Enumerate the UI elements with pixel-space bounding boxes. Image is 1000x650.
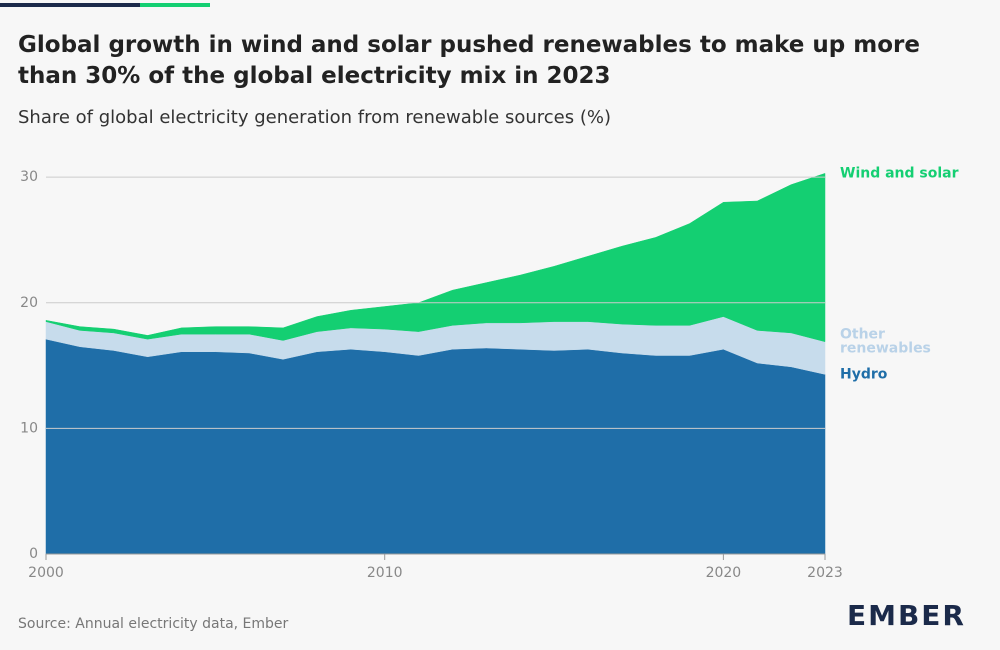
y-tick-label: 0 <box>29 546 38 562</box>
y-tick-label: 10 <box>20 420 38 436</box>
brand-logo: EMBER <box>847 599 966 632</box>
chart-subtitle: Share of global electricity generation f… <box>18 107 611 128</box>
legend-label: Hydro <box>840 366 888 382</box>
x-tick-label: 2020 <box>706 565 742 581</box>
x-tick-label: 2000 <box>28 565 64 581</box>
y-tick-label: 20 <box>20 295 38 311</box>
area <box>45 338 826 555</box>
x-tick-label: 2010 <box>367 565 403 581</box>
top-bar-accent <box>140 3 210 7</box>
area <box>45 173 826 343</box>
chart-title: Global growth in wind and solar pushed r… <box>18 32 928 89</box>
x-tick-label: 2023 <box>807 565 843 581</box>
legend-label: Wind and solar <box>840 165 959 181</box>
y-tick-label: 30 <box>20 169 38 185</box>
legend-label: Other renewables <box>840 327 931 357</box>
top-bar <box>0 3 210 7</box>
source: Source: Annual electricity data, Ember <box>18 616 289 632</box>
